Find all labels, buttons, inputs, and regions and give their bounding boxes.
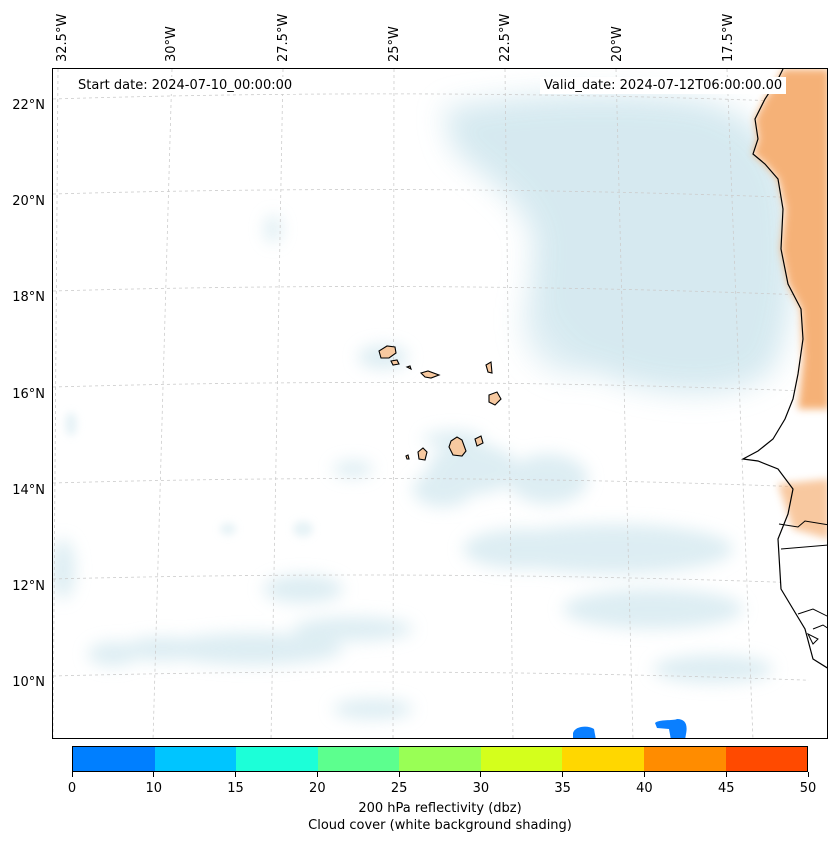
lat-label-22n: 22°N [12,98,45,113]
lon-label-30w: 30°W [164,26,179,62]
start-date-label: Start date: 2024-07-10_00:00:00 [74,77,297,94]
valid-date-label: Valid_date: 2024-07-12T06:00:00.00 [540,77,787,94]
colorbar-tick-label: 50 [799,781,817,796]
lat-label-10n: 10°N [12,675,45,690]
cape-verde-islands [378,345,502,461]
colorbar-tick-label: 0 [67,781,77,796]
colorbar-tick-label: 30 [472,781,490,796]
west-african-coast [741,69,827,738]
lat-label-12n: 12°N [12,579,45,594]
colorbar-segment-0-10 [73,747,155,771]
lon-label-32-5w: 32.5°W [55,13,70,62]
colorbar-tick [725,772,727,777]
colorbar-tick-label: 25 [390,781,408,796]
colorbar-tick [643,772,645,777]
lat-label-14n: 14°N [12,483,45,498]
colorbar-segment-35-40 [562,747,644,771]
map-panel [52,68,828,739]
colorbar-segment-10-15 [154,747,237,771]
colorbar-tick [71,772,73,777]
colorbar-tick [480,772,482,777]
colorbar-tick [562,772,564,777]
colorbar-tick [235,772,237,777]
colorbar-tick-label: 15 [227,781,244,796]
colorbar-tick-label: 20 [309,781,326,796]
colorbar-tick-label: 45 [717,781,735,796]
lon-label-27-5w: 27.5°W [276,13,291,62]
map-gridlines [53,69,827,738]
lon-label-20w: 20°W [610,26,625,62]
lon-label-17-5w: 17.5°W [721,13,736,62]
colorbar-tick-label: 40 [636,781,653,796]
cloud-cover-shading [53,93,795,719]
colorbar-tick [807,772,809,777]
colorbar-title: 200 hPa reflectivity (dbz) [358,801,522,816]
lat-label-16n: 16°N [12,387,45,402]
lat-label-20n: 20°N [12,194,45,209]
colorbar-segment-15-20 [236,747,318,771]
colorbar-segment-20-25 [317,747,400,771]
colorbar-segment-25-30 [399,747,481,771]
colorbar-subtitle: Cloud cover (white background shading) [308,818,572,833]
colorbar-tick-label: 35 [554,781,571,796]
reflectivity-cells [573,719,687,738]
reflectivity-colorbar [72,746,808,772]
colorbar-tick [398,772,400,777]
colorbar-tick [316,772,318,777]
colorbar-segment-30-35 [480,747,563,771]
colorbar-segment-40-45 [643,747,726,771]
lon-label-25w: 25°W [387,26,402,62]
colorbar-tick [153,772,155,777]
lat-label-18n: 18°N [12,290,45,305]
colorbar-tick-label: 10 [145,781,163,796]
colorbar-segment-45-50 [725,747,808,771]
lon-label-22-5w: 22.5°W [498,13,513,62]
map-canvas [53,69,827,738]
